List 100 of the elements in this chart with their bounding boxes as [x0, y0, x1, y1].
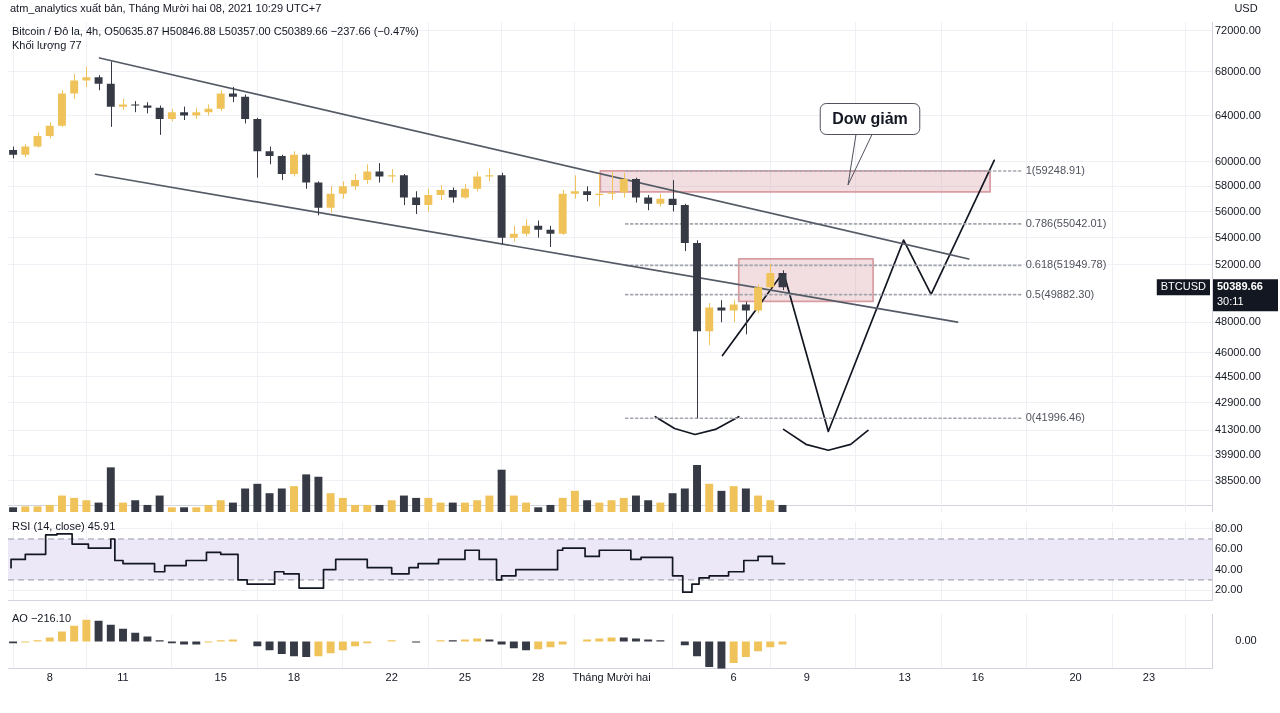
- bar: [741, 488, 750, 512]
- bar: [754, 641, 763, 652]
- bar: [94, 620, 103, 642]
- candlestick: [180, 106, 189, 121]
- x-tick-label: 9: [803, 671, 810, 684]
- bar: [717, 490, 726, 512]
- bar: [387, 500, 396, 512]
- bar: [180, 507, 189, 512]
- annotation: Dow giảm: [832, 110, 908, 128]
- bar: [473, 500, 482, 512]
- candlestick: [94, 74, 103, 91]
- y-tick-label: 48000.00: [1215, 315, 1261, 328]
- bar: [631, 495, 640, 512]
- bar: [70, 497, 79, 512]
- bar: [106, 624, 115, 642]
- bar: [290, 641, 298, 657]
- annotation: Khối lượng 77: [12, 39, 82, 52]
- bar: [82, 619, 91, 642]
- bar: [399, 495, 408, 512]
- bar: [754, 495, 763, 512]
- y-tick-label: 72000.00: [1215, 23, 1261, 36]
- y-tick-label: 60.00: [1215, 542, 1243, 555]
- candlestick: [228, 86, 237, 103]
- y-tick-label: 40.00: [1215, 562, 1243, 575]
- bar: [21, 506, 30, 512]
- annotation: BTCUSD: [1160, 280, 1207, 293]
- bar: [241, 488, 250, 512]
- y-tick-label: 56000.00: [1215, 204, 1261, 217]
- candlestick: [399, 173, 408, 206]
- candlestick: [461, 183, 469, 200]
- annotation: Bitcoin / Đô la, 4h, O50635.87 H50846.88 L50357.00 C50389.66 −237.66 (−0.47%): [12, 25, 419, 38]
- candlestick: [167, 108, 176, 122]
- bar: [216, 500, 225, 512]
- candlestick: [631, 177, 640, 204]
- bar: [607, 500, 616, 512]
- bar: [82, 500, 91, 512]
- bar: [436, 502, 445, 512]
- bar: [766, 500, 775, 512]
- candlestick: [717, 299, 726, 323]
- bar: [668, 493, 677, 512]
- bar: [546, 641, 555, 648]
- bar: [656, 502, 665, 512]
- bar: [534, 507, 543, 512]
- y-tick-label: 44500.00: [1215, 369, 1261, 382]
- bar: [57, 495, 66, 512]
- bar: [106, 467, 115, 512]
- x-tick-label: 16: [971, 671, 985, 684]
- candlestick: [9, 146, 18, 159]
- y-tick-label: 68000.00: [1215, 65, 1261, 78]
- x-tick-label: 13: [898, 671, 911, 684]
- x-tick-label: 25: [458, 671, 472, 684]
- bar: [338, 497, 347, 512]
- candlestick: [619, 172, 628, 199]
- x-tick-label: 22: [385, 671, 398, 684]
- y-axis-title: USD: [1234, 2, 1258, 15]
- bar: [693, 465, 701, 512]
- bar: [729, 486, 738, 512]
- bar: [314, 641, 323, 657]
- bar: [228, 502, 237, 512]
- bar: [302, 641, 311, 658]
- y-tick-label: 58000.00: [1215, 179, 1261, 192]
- chart-title: AO −216.10: [12, 612, 72, 625]
- y-tick-label: 38500.00: [1215, 473, 1261, 486]
- bar: [509, 495, 518, 512]
- bar: [717, 641, 726, 669]
- candlestick: [448, 187, 457, 204]
- bar: [705, 483, 714, 512]
- bar: [302, 474, 311, 512]
- x-tick-label: 28: [532, 671, 545, 684]
- bar: [167, 507, 176, 512]
- candlestick: [216, 89, 225, 112]
- bar: [766, 641, 775, 648]
- bar: [192, 641, 201, 645]
- candlestick: [338, 180, 347, 200]
- y-tick-label: 64000.00: [1215, 108, 1261, 121]
- bar: [546, 504, 555, 512]
- text: 0.00: [1235, 634, 1257, 647]
- bar: [534, 641, 543, 650]
- bar: [326, 641, 335, 654]
- x-tick-label: 15: [214, 671, 227, 684]
- bar: [33, 506, 42, 512]
- bar: [570, 490, 579, 512]
- y-tick-label: 46000.00: [1215, 345, 1261, 358]
- bar: [45, 504, 54, 512]
- series-label: 0(41996.46): [1025, 411, 1085, 424]
- bar: [326, 493, 335, 512]
- candlestick: [546, 225, 555, 248]
- bar: [583, 500, 592, 512]
- bar: [705, 641, 714, 667]
- chart-title: RSI (14, close) 45.91: [12, 519, 116, 532]
- bar: [619, 497, 628, 512]
- x-tick-label: Tháng Mười hai: [572, 671, 651, 684]
- series-label: 0.5(49882.30): [1025, 287, 1095, 300]
- candlestick: [570, 174, 579, 200]
- bar: [412, 497, 421, 512]
- bar: [265, 493, 274, 512]
- bar: [644, 500, 653, 512]
- x-tick-label: 6: [730, 671, 737, 684]
- text: 50389.66: [1217, 280, 1263, 293]
- bar: [729, 641, 738, 664]
